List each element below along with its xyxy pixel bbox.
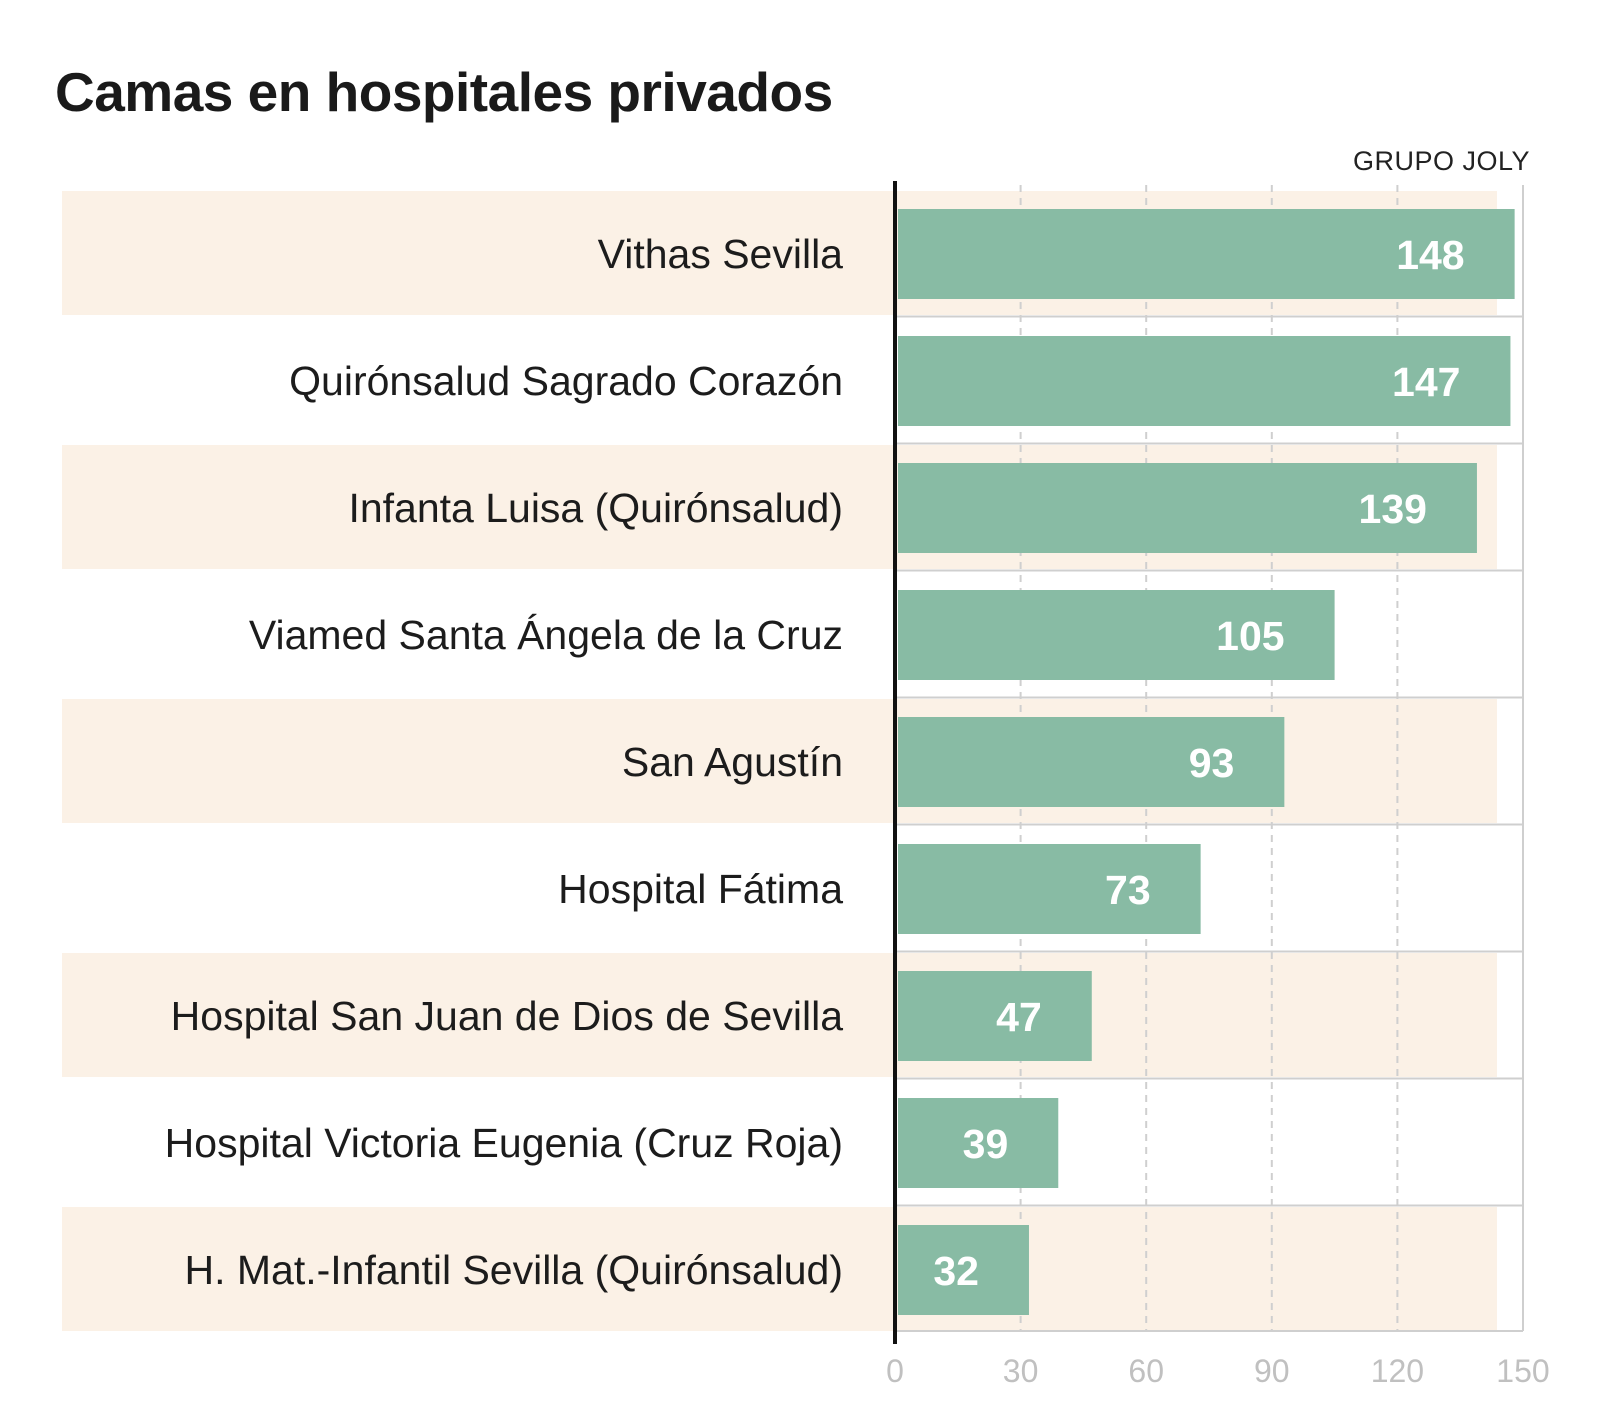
- bar-value-label: 93: [1189, 740, 1235, 786]
- bar: [898, 209, 1515, 299]
- row-stripe: [62, 1207, 1497, 1331]
- row-stripe: [62, 953, 1497, 1077]
- row-label: Infanta Luisa (Quirónsalud): [348, 485, 843, 531]
- bar: [898, 463, 1477, 553]
- bar-value-label: 39: [963, 1121, 1009, 1167]
- bar: [898, 1098, 1059, 1188]
- bar: [898, 1225, 1029, 1315]
- bar-value-label: 147: [1392, 359, 1460, 405]
- bar: [898, 590, 1335, 680]
- bar: [898, 971, 1092, 1061]
- row-label: Viamed Santa Ángela de la Cruz: [249, 612, 843, 658]
- bars: [898, 209, 1515, 1315]
- bar-value-label: 148: [1396, 232, 1464, 278]
- bar-value-label: 105: [1216, 613, 1284, 659]
- x-tick-label: 150: [1496, 1353, 1549, 1389]
- row-label: Vithas Sevilla: [598, 231, 844, 277]
- x-tick-label: 90: [1254, 1353, 1290, 1389]
- chart-title: Camas en hospitales privados: [55, 61, 833, 123]
- row-label: Quirónsalud Sagrado Corazón: [289, 358, 843, 404]
- row-label: Hospital Victoria Eugenia (Cruz Roja): [165, 1120, 843, 1166]
- bar: [898, 844, 1201, 934]
- bar-value-label: 73: [1105, 867, 1151, 913]
- bar-value-label: 32: [933, 1248, 979, 1294]
- x-tick-label: 60: [1128, 1353, 1164, 1389]
- x-tick-label: 0: [886, 1353, 904, 1389]
- bar-value-label: 139: [1359, 486, 1427, 532]
- bar: [898, 336, 1511, 426]
- bar: [898, 717, 1285, 807]
- x-tick-label: 120: [1371, 1353, 1424, 1389]
- bar-value-label: 47: [996, 994, 1042, 1040]
- value-labels: 148 147 139 105 93 73 47 39 32: [933, 232, 1464, 1294]
- row-label: San Agustín: [622, 739, 843, 785]
- row-label: H. Mat.-Infantil Sevilla (Quirónsalud): [184, 1247, 843, 1293]
- row-label: Hospital Fátima: [558, 866, 843, 912]
- x-axis-ticks: 0 30 60 90 120 150: [886, 1353, 1550, 1389]
- source-credit: GRUPO JOLY: [1352, 146, 1530, 176]
- row-labels: Vithas Sevilla Quirónsalud Sagrado Corazó…: [165, 231, 844, 1293]
- x-tick-label: 30: [1003, 1353, 1039, 1389]
- row-label: Hospital San Juan de Dios de Sevilla: [171, 993, 844, 1039]
